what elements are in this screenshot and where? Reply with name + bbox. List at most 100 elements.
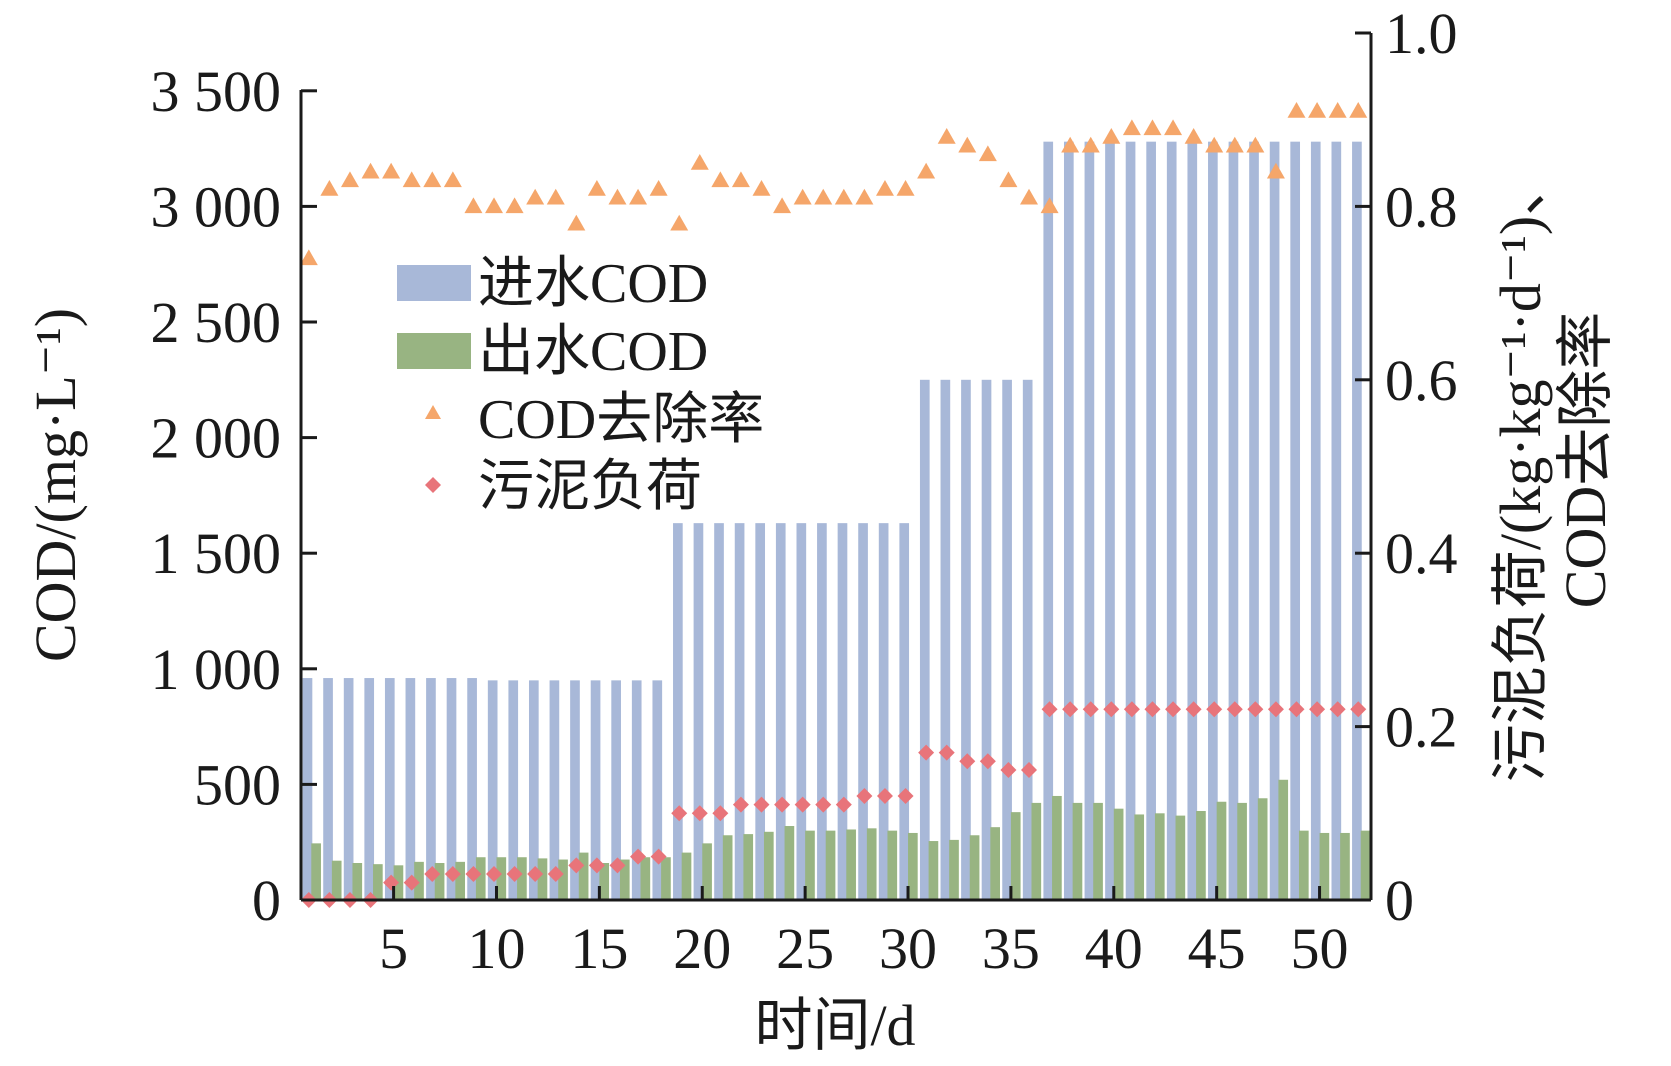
y-right-tick-label: 0.2: [1385, 695, 1458, 760]
influent-cod-bar: [364, 678, 375, 900]
sludge-load-point: [835, 796, 852, 813]
sludge-load-point: [712, 805, 729, 822]
sludge-load-point: [1103, 701, 1120, 718]
effluent-cod-bar: [455, 861, 465, 900]
sludge-load-point: [1041, 701, 1058, 718]
effluent-cod-bar: [352, 863, 363, 900]
sludge-load-point: [1267, 701, 1284, 718]
removal-rate-point: [1184, 128, 1203, 144]
removal-rate-point: [402, 171, 421, 188]
influent-cod-bar: [343, 678, 354, 900]
sludge-load-point: [527, 865, 544, 882]
influent-cod-bar: [1331, 141, 1342, 900]
point-layer: [299, 102, 1368, 908]
influent-cod-bar: [590, 680, 601, 900]
influent-cod-bar: [508, 680, 519, 900]
influent-cod-bar: [631, 680, 642, 900]
influent-cod-bar: [302, 678, 313, 900]
removal-rate-point: [896, 180, 915, 196]
effluent-cod-bar: [908, 832, 918, 900]
removal-rate-point: [1246, 136, 1265, 153]
legend-swatch-effluent: [397, 333, 471, 369]
influent-cod-bar: [817, 523, 827, 900]
removal-rate-point: [361, 162, 380, 179]
x-tick-label: 45: [1188, 916, 1246, 981]
legend-marker-sludge-load: [425, 477, 441, 493]
removal-rate-point: [711, 171, 730, 188]
removal-rate-point: [382, 162, 401, 179]
legend-label-removal-rate: COD去除率: [478, 389, 764, 451]
y-right-tick-label: 0.8: [1385, 174, 1458, 239]
sludge-load-point: [1309, 701, 1326, 718]
influent-cod-bar: [837, 523, 848, 900]
effluent-cod-bar: [825, 830, 836, 900]
sludge-load-point: [691, 805, 708, 822]
effluent-cod-bar: [434, 863, 445, 900]
x-tick-label: 20: [673, 916, 731, 981]
sludge-load-point: [876, 787, 893, 804]
influent-cod-bar: [323, 678, 333, 900]
effluent-cod-bar: [990, 827, 1000, 900]
effluent-cod-bar: [949, 839, 959, 900]
influent-cod-bar: [1269, 141, 1280, 900]
effluent-cod-bar: [1010, 812, 1021, 900]
sludge-load-point: [794, 796, 811, 813]
influent-cod-bar: [1084, 141, 1095, 900]
removal-rate-point: [670, 214, 689, 231]
y-right-tick-label: 0: [1385, 868, 1414, 933]
removal-rate-point: [773, 197, 792, 214]
sludge-load-point: [1206, 701, 1223, 718]
influent-cod-bar: [919, 379, 930, 900]
effluent-cod-bar: [1196, 810, 1206, 900]
y-axis-left-label: COD/(mg·L⁻¹): [23, 308, 88, 662]
effluent-cod-bar: [866, 828, 877, 900]
sludge-load-point: [732, 796, 749, 813]
removal-rate-point: [855, 188, 874, 205]
sludge-load-point: [671, 805, 688, 822]
legend: 进水COD 出水COD COD去除率 污泥负荷: [397, 253, 764, 518]
influent-cod-bar: [796, 523, 807, 900]
removal-rate-point: [1081, 136, 1100, 153]
effluent-cod-bar: [743, 834, 754, 900]
y-left-tick-label: 3 000: [151, 174, 282, 239]
sludge-load-point: [486, 865, 503, 882]
removal-rate-point: [629, 188, 648, 205]
effluent-cod-bar: [887, 830, 898, 900]
y-left-tick-label: 0: [252, 868, 281, 933]
removal-rate-point: [340, 171, 359, 188]
effluent-cod-bar: [558, 859, 568, 900]
effluent-cod-bar: [311, 843, 321, 900]
removal-rate-point: [834, 188, 853, 205]
influent-cod-bar: [714, 523, 724, 900]
effluent-cod-bar: [475, 857, 486, 900]
influent-cod-bar: [405, 678, 416, 900]
influent-cod-bar: [1352, 141, 1362, 900]
sludge-load-point: [1185, 701, 1202, 718]
effluent-cod-bar: [414, 861, 424, 900]
sludge-load-point: [424, 865, 441, 882]
x-tick-label: 25: [776, 916, 834, 981]
effluent-cod-bar: [1298, 830, 1309, 900]
effluent-cod-bar: [1031, 802, 1042, 900]
removal-rate-point: [608, 188, 627, 205]
effluent-cod-bar: [1319, 832, 1330, 900]
legend-label-effluent: 出水COD: [478, 321, 708, 383]
influent-cod-bar: [961, 379, 971, 900]
influent-cod-bar: [775, 523, 786, 900]
sludge-load-point: [815, 796, 832, 813]
influent-cod-bar: [693, 523, 704, 900]
removal-rate-point: [917, 162, 936, 179]
axes: 0 500 1 000 1 500 2 000 2 500 3 000 3 500 0 0.2 0.…: [151, 1, 1458, 981]
effluent-cod-bar: [619, 859, 630, 900]
sludge-load-point: [383, 874, 400, 891]
influent-cod-bar: [467, 678, 477, 900]
effluent-cod-bar: [763, 831, 774, 900]
sludge-load-point: [1144, 701, 1161, 718]
sludge-load-point: [403, 874, 420, 891]
removal-rate-point: [587, 180, 606, 196]
removal-rate-point: [320, 180, 339, 196]
influent-cod-bar: [1310, 141, 1321, 900]
sludge-load-point: [1350, 701, 1367, 718]
influent-cod-bar: [1002, 379, 1012, 900]
sludge-load-point: [1000, 761, 1017, 778]
